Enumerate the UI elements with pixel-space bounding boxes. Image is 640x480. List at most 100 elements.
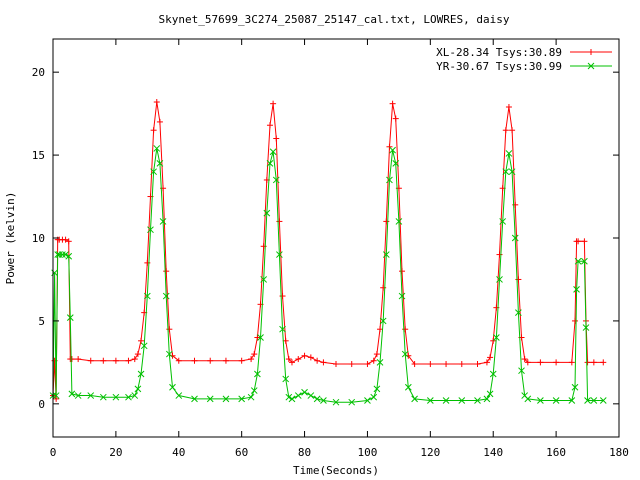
data-point — [524, 395, 532, 403]
data-point — [496, 276, 503, 283]
data-point — [370, 393, 378, 401]
data-point — [68, 390, 76, 398]
data-point — [458, 361, 465, 368]
x-tick-label: 20 — [109, 446, 122, 459]
data-point — [175, 392, 183, 399]
data-point — [584, 359, 591, 366]
data-point — [295, 356, 302, 363]
x-tick-label: 120 — [420, 446, 440, 459]
data-point — [373, 385, 381, 393]
data-point — [364, 361, 371, 368]
data-point — [62, 251, 69, 258]
data-point — [66, 314, 74, 321]
data-point — [509, 127, 516, 134]
data-point — [571, 317, 578, 324]
data-point — [389, 146, 396, 154]
data-point — [288, 395, 296, 403]
data-point — [377, 326, 384, 333]
data-point — [515, 309, 522, 316]
plot-frame — [52, 38, 620, 438]
data-point — [147, 226, 154, 234]
data-point — [581, 238, 588, 245]
y-tick-label: 20 — [32, 66, 45, 79]
data-point — [490, 337, 497, 344]
data-point — [87, 392, 95, 399]
data-point — [134, 385, 142, 393]
data-point — [505, 150, 513, 157]
data-point — [263, 209, 271, 217]
data-point — [307, 354, 314, 361]
data-point — [54, 251, 62, 258]
data-point — [191, 395, 198, 403]
data-point — [511, 234, 519, 242]
series-line — [52, 148, 604, 403]
x-tick-label: 0 — [50, 446, 57, 459]
data-point — [373, 351, 380, 358]
data-point — [112, 393, 120, 401]
data-point — [474, 397, 481, 404]
data-point — [402, 326, 409, 333]
data-point — [138, 337, 145, 344]
data-point — [553, 359, 560, 366]
data-point — [266, 160, 274, 167]
data-point — [125, 393, 132, 401]
data-point — [272, 176, 280, 184]
data-point — [131, 392, 139, 399]
data-point — [493, 334, 500, 341]
legend-swatch-marker — [587, 62, 595, 70]
data-point — [282, 375, 290, 383]
data-point — [222, 357, 229, 364]
data-point — [206, 395, 214, 403]
x-tick-label: 180 — [609, 446, 629, 459]
y-tick-label: 10 — [32, 232, 45, 245]
data-point — [254, 370, 261, 378]
data-point — [483, 359, 490, 366]
data-point — [573, 286, 580, 293]
data-point — [571, 383, 579, 391]
data-point — [65, 252, 73, 260]
data-point — [62, 236, 69, 243]
data-point — [389, 100, 396, 107]
y-tick-label: 5 — [38, 315, 45, 328]
data-point — [285, 356, 292, 363]
y-axis-label: Power (kelvin) — [4, 192, 17, 285]
data-point — [238, 395, 246, 403]
data-point — [191, 357, 198, 364]
data-point — [574, 257, 582, 265]
data-point — [156, 118, 163, 125]
data-point — [568, 359, 575, 366]
data-point — [222, 395, 230, 403]
data-point — [487, 354, 494, 361]
series-xl — [50, 99, 607, 402]
data-point — [376, 359, 384, 366]
data-point — [276, 218, 283, 225]
data-point — [379, 317, 387, 325]
data-point — [320, 359, 327, 366]
data-point — [248, 356, 255, 363]
data-point — [99, 393, 107, 401]
data-point — [260, 276, 268, 283]
data-point — [273, 135, 280, 142]
data-point — [254, 334, 261, 341]
data-point — [238, 357, 245, 364]
data-point — [285, 393, 293, 401]
data-point — [392, 115, 399, 122]
data-point — [382, 251, 390, 258]
data-point — [348, 361, 355, 368]
data-point — [307, 392, 315, 399]
x-tick-label: 40 — [172, 446, 185, 459]
x-tick-label: 140 — [483, 446, 503, 459]
data-point — [508, 168, 516, 176]
x-tick-label: 60 — [235, 446, 248, 459]
data-point — [332, 398, 340, 406]
data-point — [87, 357, 94, 364]
data-point — [499, 218, 507, 225]
data-point — [159, 218, 167, 225]
data-point — [301, 388, 308, 396]
data-point — [269, 148, 277, 156]
data-point — [521, 356, 528, 363]
data-point — [112, 357, 119, 364]
data-point — [489, 370, 497, 378]
data-point — [496, 251, 503, 258]
data-point — [333, 361, 339, 368]
